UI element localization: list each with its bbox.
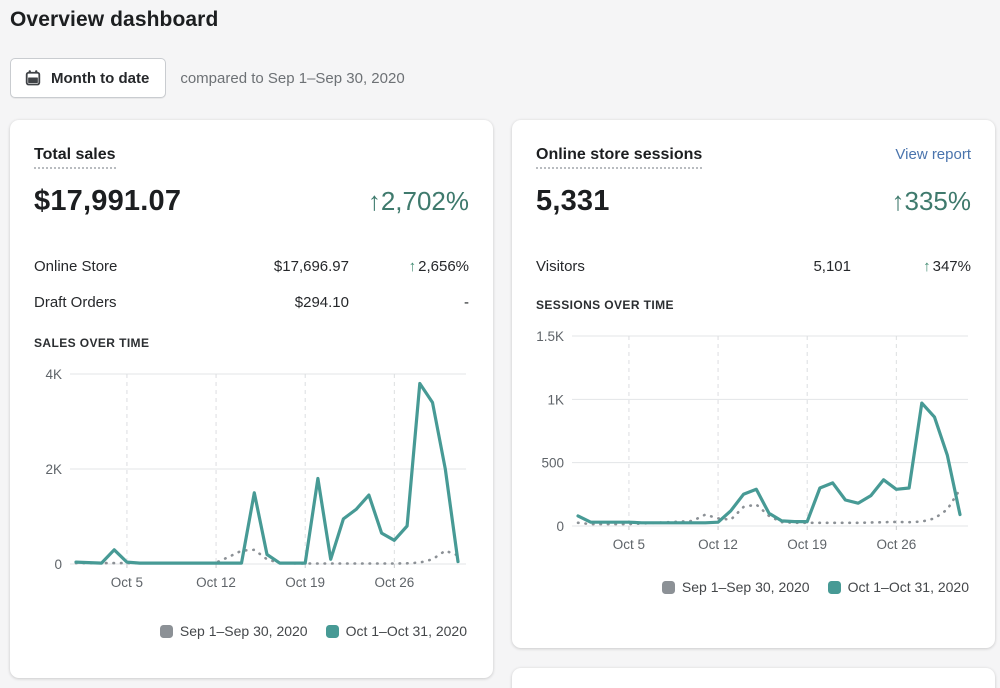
svg-text:Oct 19: Oct 19 xyxy=(285,575,325,590)
table-row: Draft Orders $294.10 - xyxy=(34,284,469,320)
svg-text:Oct 12: Oct 12 xyxy=(196,575,236,590)
legend-swatch-previous xyxy=(661,580,675,594)
sessions-over-time-chart: 0 500 1K 1.5K Oct 5 Oct 12 Oct 19 Oct 26 xyxy=(530,324,971,563)
sessions-change: ↑335% xyxy=(891,186,972,216)
date-range-label: Month to date xyxy=(51,69,150,87)
sessions-value: 5,331 xyxy=(536,185,610,217)
row-label: Visitors xyxy=(536,257,585,275)
table-row: Visitors 5,101 ↑ 347% xyxy=(536,248,971,284)
svg-text:Oct 26: Oct 26 xyxy=(876,537,916,552)
row-value: 5,101 xyxy=(813,257,851,275)
row-value: $294.10 xyxy=(294,293,349,311)
date-range-button[interactable]: Month to date xyxy=(10,58,167,98)
view-report-link[interactable]: View report xyxy=(895,146,971,163)
svg-text:1K: 1K xyxy=(547,392,564,407)
legend-item-previous: Sep 1–Sep 30, 2020 xyxy=(159,623,308,639)
table-row: Online Store $17,696.97 ↑ 2,656% xyxy=(34,248,469,284)
svg-text:1.5K: 1.5K xyxy=(536,329,564,344)
svg-text:Oct 12: Oct 12 xyxy=(698,537,738,552)
up-arrow-icon: ↑ xyxy=(408,257,417,275)
legend-item-previous: Sep 1–Sep 30, 2020 xyxy=(661,579,810,595)
svg-text:Oct 5: Oct 5 xyxy=(613,537,645,552)
chart-legend: Sep 1–Sep 30, 2020 Oct 1–Oct 31, 2020 xyxy=(34,623,469,639)
row-label: Draft Orders xyxy=(34,293,117,311)
legend-swatch-previous xyxy=(159,624,173,638)
svg-text:4K: 4K xyxy=(45,367,62,382)
svg-text:Oct 26: Oct 26 xyxy=(374,575,414,590)
row-delta: - xyxy=(464,293,469,311)
svg-text:0: 0 xyxy=(54,557,62,572)
sales-over-time-label: SALES OVER TIME xyxy=(34,336,150,350)
chart-legend: Sep 1–Sep 30, 2020 Oct 1–Oct 31, 2020 xyxy=(536,579,971,595)
row-label: Online Store xyxy=(34,257,118,275)
header-controls: Month to date compared to Sep 1–Sep 30, … xyxy=(10,58,405,98)
calendar-icon xyxy=(24,69,42,87)
sessions-title[interactable]: Online store sessions xyxy=(536,146,703,169)
row-delta: ↑ 2,656% xyxy=(408,257,469,275)
compare-period-text: compared to Sep 1–Sep 30, 2020 xyxy=(180,69,405,87)
total-sales-card: Total sales $17,991.07 ↑2,702% Online St… xyxy=(10,120,493,678)
online-store-sessions-card: Online store sessions View report 5,331 … xyxy=(512,120,995,648)
svg-text:Oct 5: Oct 5 xyxy=(111,575,143,590)
legend-item-current: Oct 1–Oct 31, 2020 xyxy=(827,579,969,595)
total-sales-title[interactable]: Total sales xyxy=(34,146,116,169)
next-card-partial xyxy=(512,668,995,688)
svg-text:2K: 2K xyxy=(45,462,62,477)
sessions-breakdown: Visitors 5,101 ↑ 347% xyxy=(536,248,971,284)
total-sales-change: ↑2,702% xyxy=(367,186,469,216)
sales-over-time-chart: 0 2K 4K Oct 5 Oct 12 Oct 19 Oct 26 xyxy=(28,362,469,601)
page-title: Overview dashboard xyxy=(10,8,219,31)
sessions-over-time-label: SESSIONS OVER TIME xyxy=(536,298,674,312)
row-value: $17,696.97 xyxy=(273,257,349,275)
legend-item-current: Oct 1–Oct 31, 2020 xyxy=(325,623,467,639)
total-sales-value: $17,991.07 xyxy=(34,185,182,217)
svg-text:Oct 19: Oct 19 xyxy=(787,537,827,552)
legend-swatch-current xyxy=(325,624,339,638)
row-delta: ↑ 347% xyxy=(923,257,971,275)
sales-breakdown: Online Store $17,696.97 ↑ 2,656% Draft Or… xyxy=(34,248,469,320)
up-arrow-icon: ↑ xyxy=(923,257,931,275)
svg-text:500: 500 xyxy=(541,456,564,471)
legend-swatch-current xyxy=(827,580,841,594)
svg-text:0: 0 xyxy=(556,519,564,534)
